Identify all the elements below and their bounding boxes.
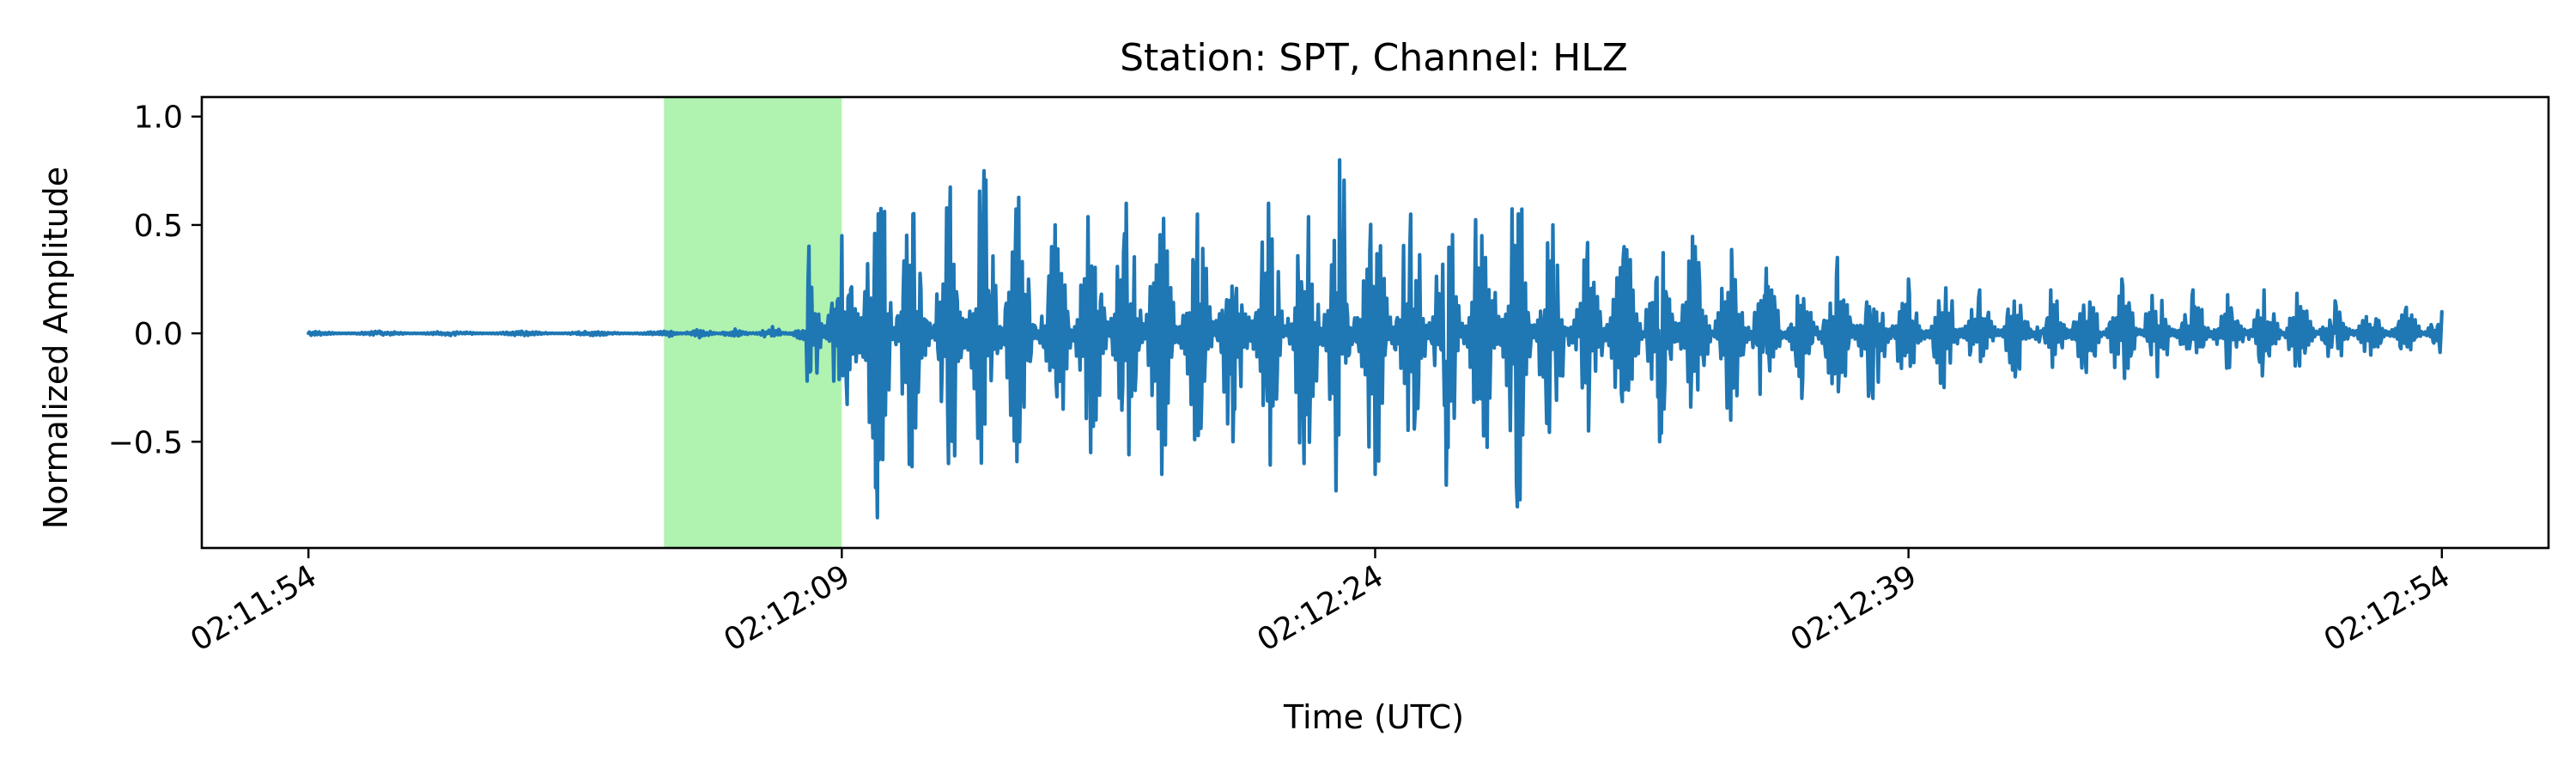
x-tick-label: 02:12:24 (1251, 558, 1389, 658)
chart-title: Station: SPT, Channel: HLZ (1120, 36, 1628, 80)
x-axis: 02:11:54 02:12:09 02:12:24 02:12:39 02:12:54 (185, 548, 2456, 659)
y-axis-label: Normalized Amplitude (37, 167, 75, 529)
x-tick-label: 02:12:54 (2318, 558, 2457, 658)
y-axis: 1.0 0.5 0.0 −0.5 (108, 100, 202, 460)
x-tick-label: 02:12:39 (1785, 558, 1923, 658)
series-trace (307, 158, 2444, 520)
x-axis-label: Time (UTC) (1283, 698, 1464, 736)
x-tick-label: 02:11:54 (185, 558, 323, 658)
y-tick-label: 0.0 (134, 317, 183, 352)
y-tick-label: 1.0 (134, 100, 183, 136)
x-tick-label: 02:12:09 (718, 558, 856, 658)
plot-area (200, 95, 2550, 550)
y-tick-label: 0.5 (134, 209, 183, 244)
y-tick-label: −0.5 (108, 425, 183, 460)
